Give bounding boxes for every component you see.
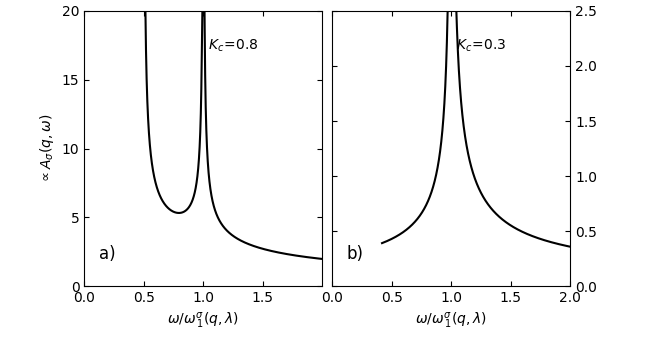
X-axis label: $\omega/\omega^{\sigma}_{\,1}(q,\lambda)$: $\omega/\omega^{\sigma}_{\,1}(q,\lambda)…: [415, 311, 487, 331]
Text: $K_c\!=\!0.8$: $K_c\!=\!0.8$: [208, 37, 259, 54]
Text: b): b): [346, 245, 364, 263]
Text: $K_c\!=\!0.3$: $K_c\!=\!0.3$: [456, 37, 506, 54]
Text: a): a): [98, 245, 115, 263]
Y-axis label: $\propto A_{\sigma}(q,\omega)$: $\propto A_{\sigma}(q,\omega)$: [38, 113, 56, 184]
X-axis label: $\omega/\omega^{\sigma}_{\,1}(q,\lambda)$: $\omega/\omega^{\sigma}_{\,1}(q,\lambda)…: [167, 311, 239, 331]
